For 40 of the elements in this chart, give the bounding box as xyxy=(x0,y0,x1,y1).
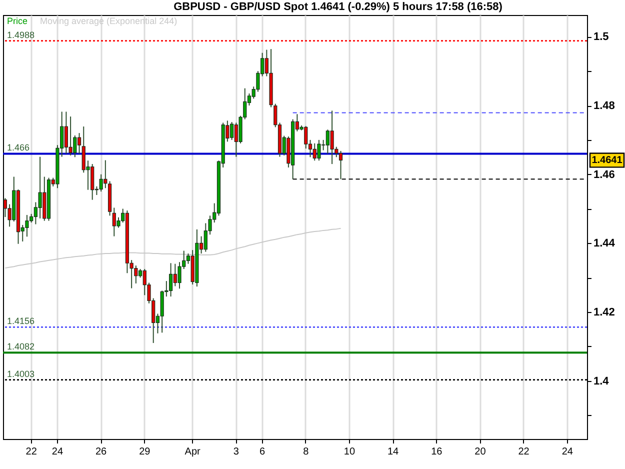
line-series xyxy=(4,228,342,268)
ref-line-label: 1.4156 xyxy=(7,316,35,326)
candlestick xyxy=(317,139,321,162)
candlestick xyxy=(68,116,72,156)
y-tick-label: 1.42 xyxy=(594,306,615,319)
candlestick xyxy=(38,156,42,219)
x-tick-label: 24 xyxy=(52,446,64,458)
ref-line-label: 1.4082 xyxy=(7,342,35,352)
candlestick xyxy=(330,110,334,165)
y-tick-label: 1.4 xyxy=(594,375,610,388)
y-tick-label: 1.48 xyxy=(594,100,615,112)
chart-title: GBPUSD - GBP/USD Spot 1.4641 (-0.29%) 5 hours 17:58 (16:58) xyxy=(174,1,503,13)
x-tick-label: 24 xyxy=(562,446,574,458)
y-tick-label: 1.5 xyxy=(594,31,609,44)
text: Price xyxy=(7,16,28,26)
x-tick-label: 10 xyxy=(344,446,356,458)
candlestick xyxy=(178,262,182,290)
candlestick xyxy=(168,262,173,298)
text: 1.4641 xyxy=(592,155,623,166)
candlestick xyxy=(338,150,343,180)
x-tick-label: Apr xyxy=(184,446,202,458)
x-tick-label: 3 xyxy=(233,446,240,458)
y-tick-label: 1.46 xyxy=(594,168,615,181)
x-tick-label: 8 xyxy=(303,446,310,458)
x-tick-label: 20 xyxy=(474,446,486,458)
x-tick-label: 26 xyxy=(95,446,108,458)
candlestick xyxy=(77,132,82,154)
y-tick-label: 1.44 xyxy=(594,238,616,250)
candlestick xyxy=(25,214,29,238)
ref-line-label: 1.4988 xyxy=(7,30,35,40)
x-tick-label: 14 xyxy=(387,446,400,458)
candlestick xyxy=(99,174,103,192)
x-tick-label: 29 xyxy=(139,446,151,458)
ref-line-label: 1.4003 xyxy=(7,368,35,379)
candlestick xyxy=(116,216,120,228)
ref-line-label: 1.466 xyxy=(7,142,30,153)
x-tick-label: 16 xyxy=(431,446,443,458)
x-tick-label: 6 xyxy=(260,446,266,458)
x-tick-label: 22 xyxy=(26,446,38,458)
x-tick-label: 22 xyxy=(518,446,530,458)
